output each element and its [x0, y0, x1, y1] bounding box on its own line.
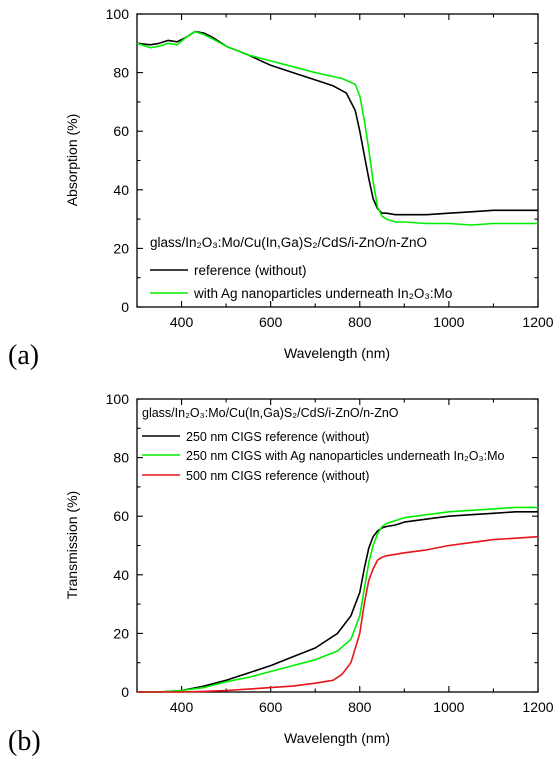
- x-tick-label: 400: [170, 314, 194, 330]
- legend-entry-a-1: with Ag nanoparticles underneath In₂O₃:M…: [193, 286, 452, 301]
- legend-title-b: glass/In₂O₃:Mo/Cu(In,Ga)S₂/CdS/i-ZnO/n-Z…: [142, 406, 399, 420]
- legend-entry-b-0: 250 nm CIGS reference (without): [186, 430, 369, 444]
- y-tick-label: 80: [113, 450, 129, 466]
- legend-entry-b-1: 250 nm CIGS with Ag nanoparticles undern…: [186, 449, 504, 463]
- panel-a: 0 20 40 60 80 100 400 600 800 1000 1200 Absorptio…: [8, 6, 554, 371]
- x-axis-label-b: Wavelength (nm): [284, 730, 390, 746]
- x-tick-label: 600: [259, 699, 283, 715]
- series-line-b-1: [137, 506, 538, 693]
- series-line-a-0: [136, 30, 538, 216]
- x-tick-label: 1200: [522, 314, 553, 330]
- y-tick-label: 100: [106, 391, 130, 407]
- y-tick-label: 20: [113, 240, 129, 256]
- y-tick-label: 60: [113, 508, 129, 524]
- legend-entry-a-0: reference (without): [194, 263, 307, 278]
- series-line-b-2: [137, 535, 539, 693]
- x-tick-label: 800: [348, 699, 372, 715]
- panel-label-a: (a): [8, 340, 39, 371]
- x-tick-label: 600: [259, 314, 283, 330]
- legend-b: glass/In₂O₃:Mo/Cu(In,Ga)S₂/CdS/i-ZnO/n-Z…: [142, 406, 504, 483]
- series-line-b-0: [137, 510, 538, 693]
- x-tick-label: 800: [348, 314, 372, 330]
- y-axis-label-b: Transmission (%): [64, 491, 80, 599]
- series-lines-b: [137, 506, 539, 693]
- panel-b: 0 20 40 60 80 100 400 600 800 1000 1200 Transmiss…: [8, 391, 554, 757]
- series-lines-a: [136, 30, 538, 226]
- x-tick-label: 400: [170, 699, 194, 715]
- x-tick-label: 1200: [522, 699, 553, 715]
- legend-title-a: glass/In₂O₃:Mo/Cu(In,Ga)S₂/CdS/i-ZnO/n-Z…: [150, 235, 427, 250]
- x-tick-label: 1000: [433, 699, 464, 715]
- legend-a: glass/In₂O₃:Mo/Cu(In,Ga)S₂/CdS/i-ZnO/n-Z…: [150, 235, 452, 301]
- y-tick-labels-a: 0 20 40 60 80 100: [106, 6, 130, 315]
- y-axis-label-a: Absorption (%): [64, 114, 80, 207]
- y-tick-label: 40: [113, 567, 129, 583]
- y-tick-labels-b: 0 20 40 60 80 100: [106, 391, 130, 700]
- x-tick-labels-a: 400 600 800 1000 1200: [170, 314, 554, 330]
- y-tick-label: 40: [113, 182, 129, 198]
- x-tick-label: 1000: [433, 314, 464, 330]
- x-tick-labels-b: 400 600 800 1000 1200: [170, 699, 554, 715]
- tick-marks-a: [136, 13, 539, 308]
- y-tick-label: 80: [113, 65, 129, 81]
- y-tick-label: 0: [121, 299, 129, 315]
- y-tick-label: 20: [113, 625, 129, 641]
- legend-entry-b-2: 500 nm CIGS reference (without): [186, 469, 369, 483]
- y-tick-label: 100: [106, 6, 130, 22]
- y-tick-label: 0: [121, 684, 129, 700]
- y-tick-label: 60: [113, 123, 129, 139]
- series-line-a-1: [136, 30, 538, 226]
- x-axis-label-a: Wavelength (nm): [284, 345, 390, 361]
- panel-label-b: (b): [8, 726, 41, 757]
